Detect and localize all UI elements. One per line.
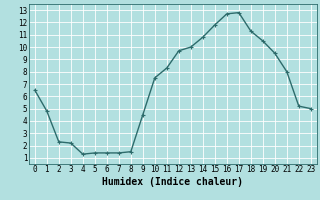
- X-axis label: Humidex (Indice chaleur): Humidex (Indice chaleur): [102, 177, 243, 187]
